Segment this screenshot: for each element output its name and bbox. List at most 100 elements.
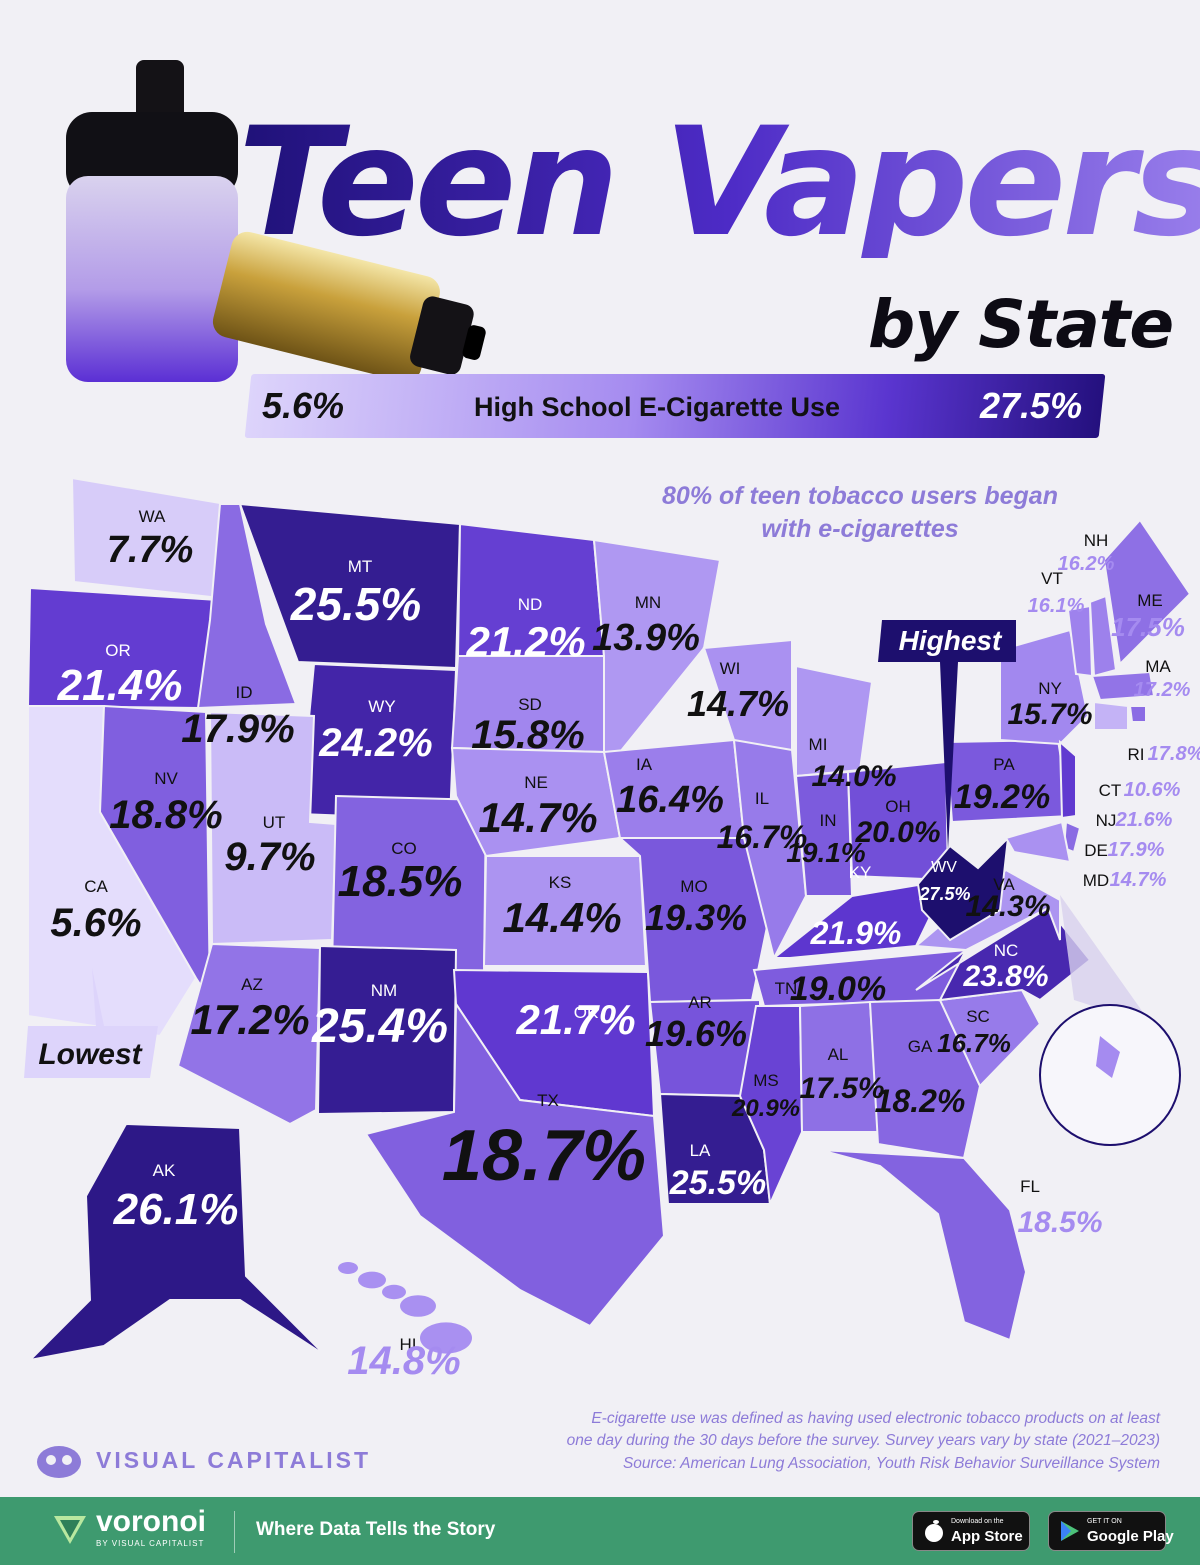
state-abbr-ma: MA (1145, 657, 1171, 676)
state-shape-tx (364, 1000, 666, 1328)
state-shape-ak (27, 1122, 327, 1362)
visual-capitalist-wordmark: VISUAL CAPITALIST (96, 1446, 372, 1473)
google-play-small: GET IT ON (1087, 1518, 1122, 1525)
state-shape-il (732, 738, 808, 961)
state-shape-ks (482, 855, 648, 967)
apple-icon (925, 1520, 943, 1542)
footnote-line-2: one day during the 30 days before the su… (566, 1432, 1160, 1450)
state-abbr-ri: RI (1128, 745, 1145, 764)
dc-inset (1039, 895, 1181, 1146)
state-shape-ma (1090, 670, 1156, 702)
state-value-ut: 9.7% (224, 835, 315, 879)
state-value-tx: 18.7% (442, 1116, 646, 1196)
state-abbr-nv: NV (154, 769, 178, 788)
state-shape-mt (238, 502, 462, 670)
state-abbr-ne: NE (524, 773, 548, 792)
highest-callout-label: Highest (899, 625, 1003, 656)
state-value-wy: 24.2% (318, 721, 432, 765)
state-shape-ny (999, 628, 1090, 746)
state-value-co: 18.5% (338, 857, 463, 906)
lowest-callout-label: Lowest (38, 1038, 143, 1071)
state-value-ny: 15.7% (1007, 698, 1092, 731)
app-store-button[interactable]: Download on the App Store (912, 1511, 1030, 1551)
state-shape-ga (868, 998, 982, 1160)
state-value-ks: 14.4% (502, 894, 621, 941)
footer-divider (234, 1511, 235, 1553)
state-abbr-id: ID (236, 683, 253, 702)
state-abbr-ok: OK (574, 1003, 599, 1022)
play-icon (1061, 1521, 1079, 1541)
state-value-nm: 25.4% (311, 1000, 448, 1053)
state-value-ia: 16.4% (616, 779, 724, 821)
footer-bar: voronoi BY VISUAL CAPITALIST Where Data … (0, 1497, 1200, 1565)
state-value-la: 25.5% (669, 1164, 766, 1202)
state-value-hi: 14.8% (347, 1339, 460, 1383)
state-abbr-fl: FL (1020, 1177, 1040, 1196)
state-value-pa: 19.2% (954, 778, 1050, 816)
state-abbr-az: AZ (241, 975, 263, 994)
state-abbr-ut: UT (263, 813, 286, 832)
state-abbr-oh: OH (885, 797, 911, 816)
state-value-or: 21.4% (57, 661, 183, 710)
hawaii-island-1 (338, 1262, 358, 1274)
state-shape-wv (916, 835, 1010, 942)
state-shape-nh (1088, 594, 1118, 678)
state-abbr-nm: NM (371, 981, 397, 1000)
state-shape-ct (1093, 700, 1129, 731)
voronoi-mark-icon (54, 1515, 86, 1544)
state-value-nd: 21.2% (465, 618, 585, 665)
tobacco-note: 80% of teen tobacco users began with e-c… (662, 482, 1058, 544)
state-shape-az (176, 942, 322, 1126)
state-value-nh: 16.2% (1058, 553, 1115, 575)
app-store-small: Download on the (951, 1518, 1004, 1525)
state-abbr-la: LA (690, 1141, 711, 1160)
state-value-ga: 18.2% (875, 1083, 966, 1119)
state-abbr-tn: TN (775, 979, 798, 998)
state-value-az: 17.2% (190, 996, 309, 1043)
state-shape-ne (450, 746, 622, 858)
state-value-sd: 15.8% (471, 713, 584, 757)
state-shape-ri (1128, 705, 1147, 723)
state-abbr-tx: TX (537, 1091, 559, 1110)
state-abbr-or: OR (105, 641, 131, 660)
state-abbr-nd: ND (518, 595, 543, 614)
state-abbr-mt: MT (348, 557, 373, 576)
state-abbr-ar: AR (688, 993, 712, 1012)
state-abbr-nc: NC (994, 941, 1019, 960)
state-value-ct: 10.6% (1124, 779, 1181, 801)
state-value-ky: 21.9% (810, 915, 902, 951)
state-value-tn: 19.0% (790, 970, 886, 1008)
state-abbr-co: CO (391, 839, 417, 858)
voronoi-logo: voronoi BY VISUAL CAPITALIST (50, 1507, 206, 1548)
state-abbr-ak: AK (153, 1161, 176, 1180)
state-abbr-pa: PA (993, 755, 1015, 774)
state-value-ms: 20.9% (731, 1095, 800, 1122)
state-value-wa: 7.7% (107, 529, 194, 571)
hawaii-island-4 (400, 1295, 436, 1317)
google-play-button[interactable]: GET IT ON Google Play (1048, 1511, 1174, 1551)
state-abbr-de: DE (1084, 841, 1108, 860)
state-value-de: 17.9% (1108, 839, 1165, 861)
state-value-ma: 17.2% (1134, 679, 1191, 701)
state-abbr-nh: NH (1084, 531, 1109, 550)
state-abbr-ga: GA (908, 1037, 933, 1056)
state-value-mt: 25.5% (290, 578, 421, 630)
state-value-fl: 18.5% (1017, 1206, 1102, 1239)
state-value-mn: 13.9% (592, 617, 700, 659)
state-value-va: 14.3% (965, 890, 1050, 923)
hawaii-island-3 (382, 1284, 406, 1300)
state-value-ca: 5.6% (50, 901, 141, 945)
hawaii-island-2 (358, 1271, 386, 1289)
state-value-mo: 19.3% (645, 897, 747, 938)
footnote: E-cigarette use was defined as having us… (480, 1408, 1160, 1475)
voronoi-name: voronoi (96, 1505, 206, 1538)
lowest-callout: Lowest (24, 968, 158, 1078)
state-abbr-wi: WI (720, 659, 741, 678)
state-abbr-il: IL (755, 789, 769, 808)
state-shape-nj (1058, 739, 1077, 820)
state-abbr-va: VA (993, 875, 1015, 894)
state-abbr-ct: CT (1099, 781, 1122, 800)
state-abbr-mn: MN (635, 593, 661, 612)
state-value-vt: 16.1% (1028, 595, 1085, 617)
